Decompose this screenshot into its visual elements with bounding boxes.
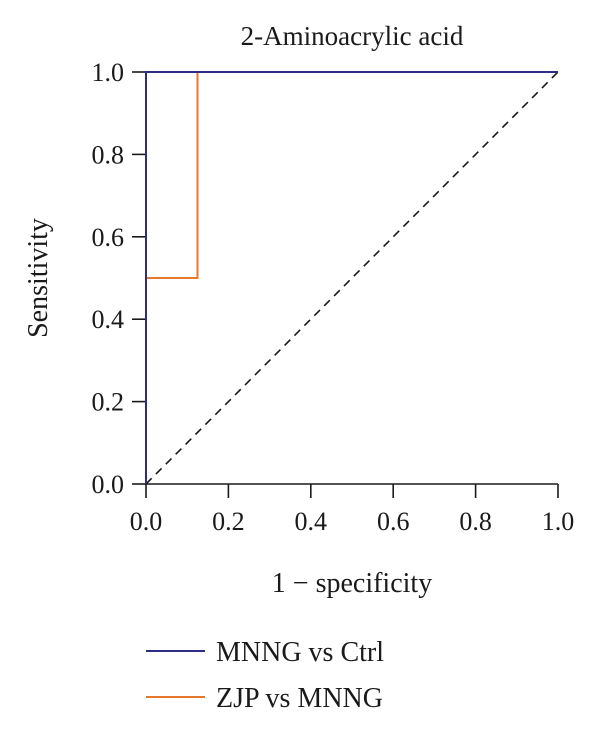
x-tick-label: 0.0 (130, 507, 163, 536)
chart-title: 2-Aminoacrylic acid (241, 21, 464, 51)
x-axis-ticks: 0.0 0.2 0.4 0.6 0.8 1.0 (130, 484, 575, 536)
y-tick-label: 0.4 (92, 305, 125, 334)
plot-area (145, 71, 559, 485)
y-tick-label: 0.6 (92, 223, 125, 252)
x-tick-label: 0.4 (295, 507, 328, 536)
reference-diagonal-line (145, 71, 559, 485)
legend: MNNG vs Ctrl ZJP vs MNNG (146, 637, 384, 714)
x-tick-label: 0.6 (377, 507, 410, 536)
y-tick-label: 0.8 (92, 140, 125, 169)
y-axis-label: Sensitivity (23, 218, 54, 338)
series-line-mnng-vs-ctrl (145, 71, 558, 484)
legend-label: MNNG vs Ctrl (216, 637, 384, 668)
y-tick-label: 1.0 (92, 58, 125, 87)
x-tick-label: 1.0 (542, 507, 575, 536)
legend-label: ZJP vs MNNG (216, 683, 383, 714)
x-axis-label: 1 − specificity (272, 568, 432, 599)
x-tick-label: 0.8 (459, 507, 492, 536)
y-tick-label: 0.0 (92, 470, 125, 499)
y-tick-label: 0.2 (92, 388, 125, 417)
y-axis-ticks: 0.0 0.2 0.4 0.6 0.8 1.0 (92, 58, 146, 499)
x-tick-label: 0.2 (212, 507, 245, 536)
